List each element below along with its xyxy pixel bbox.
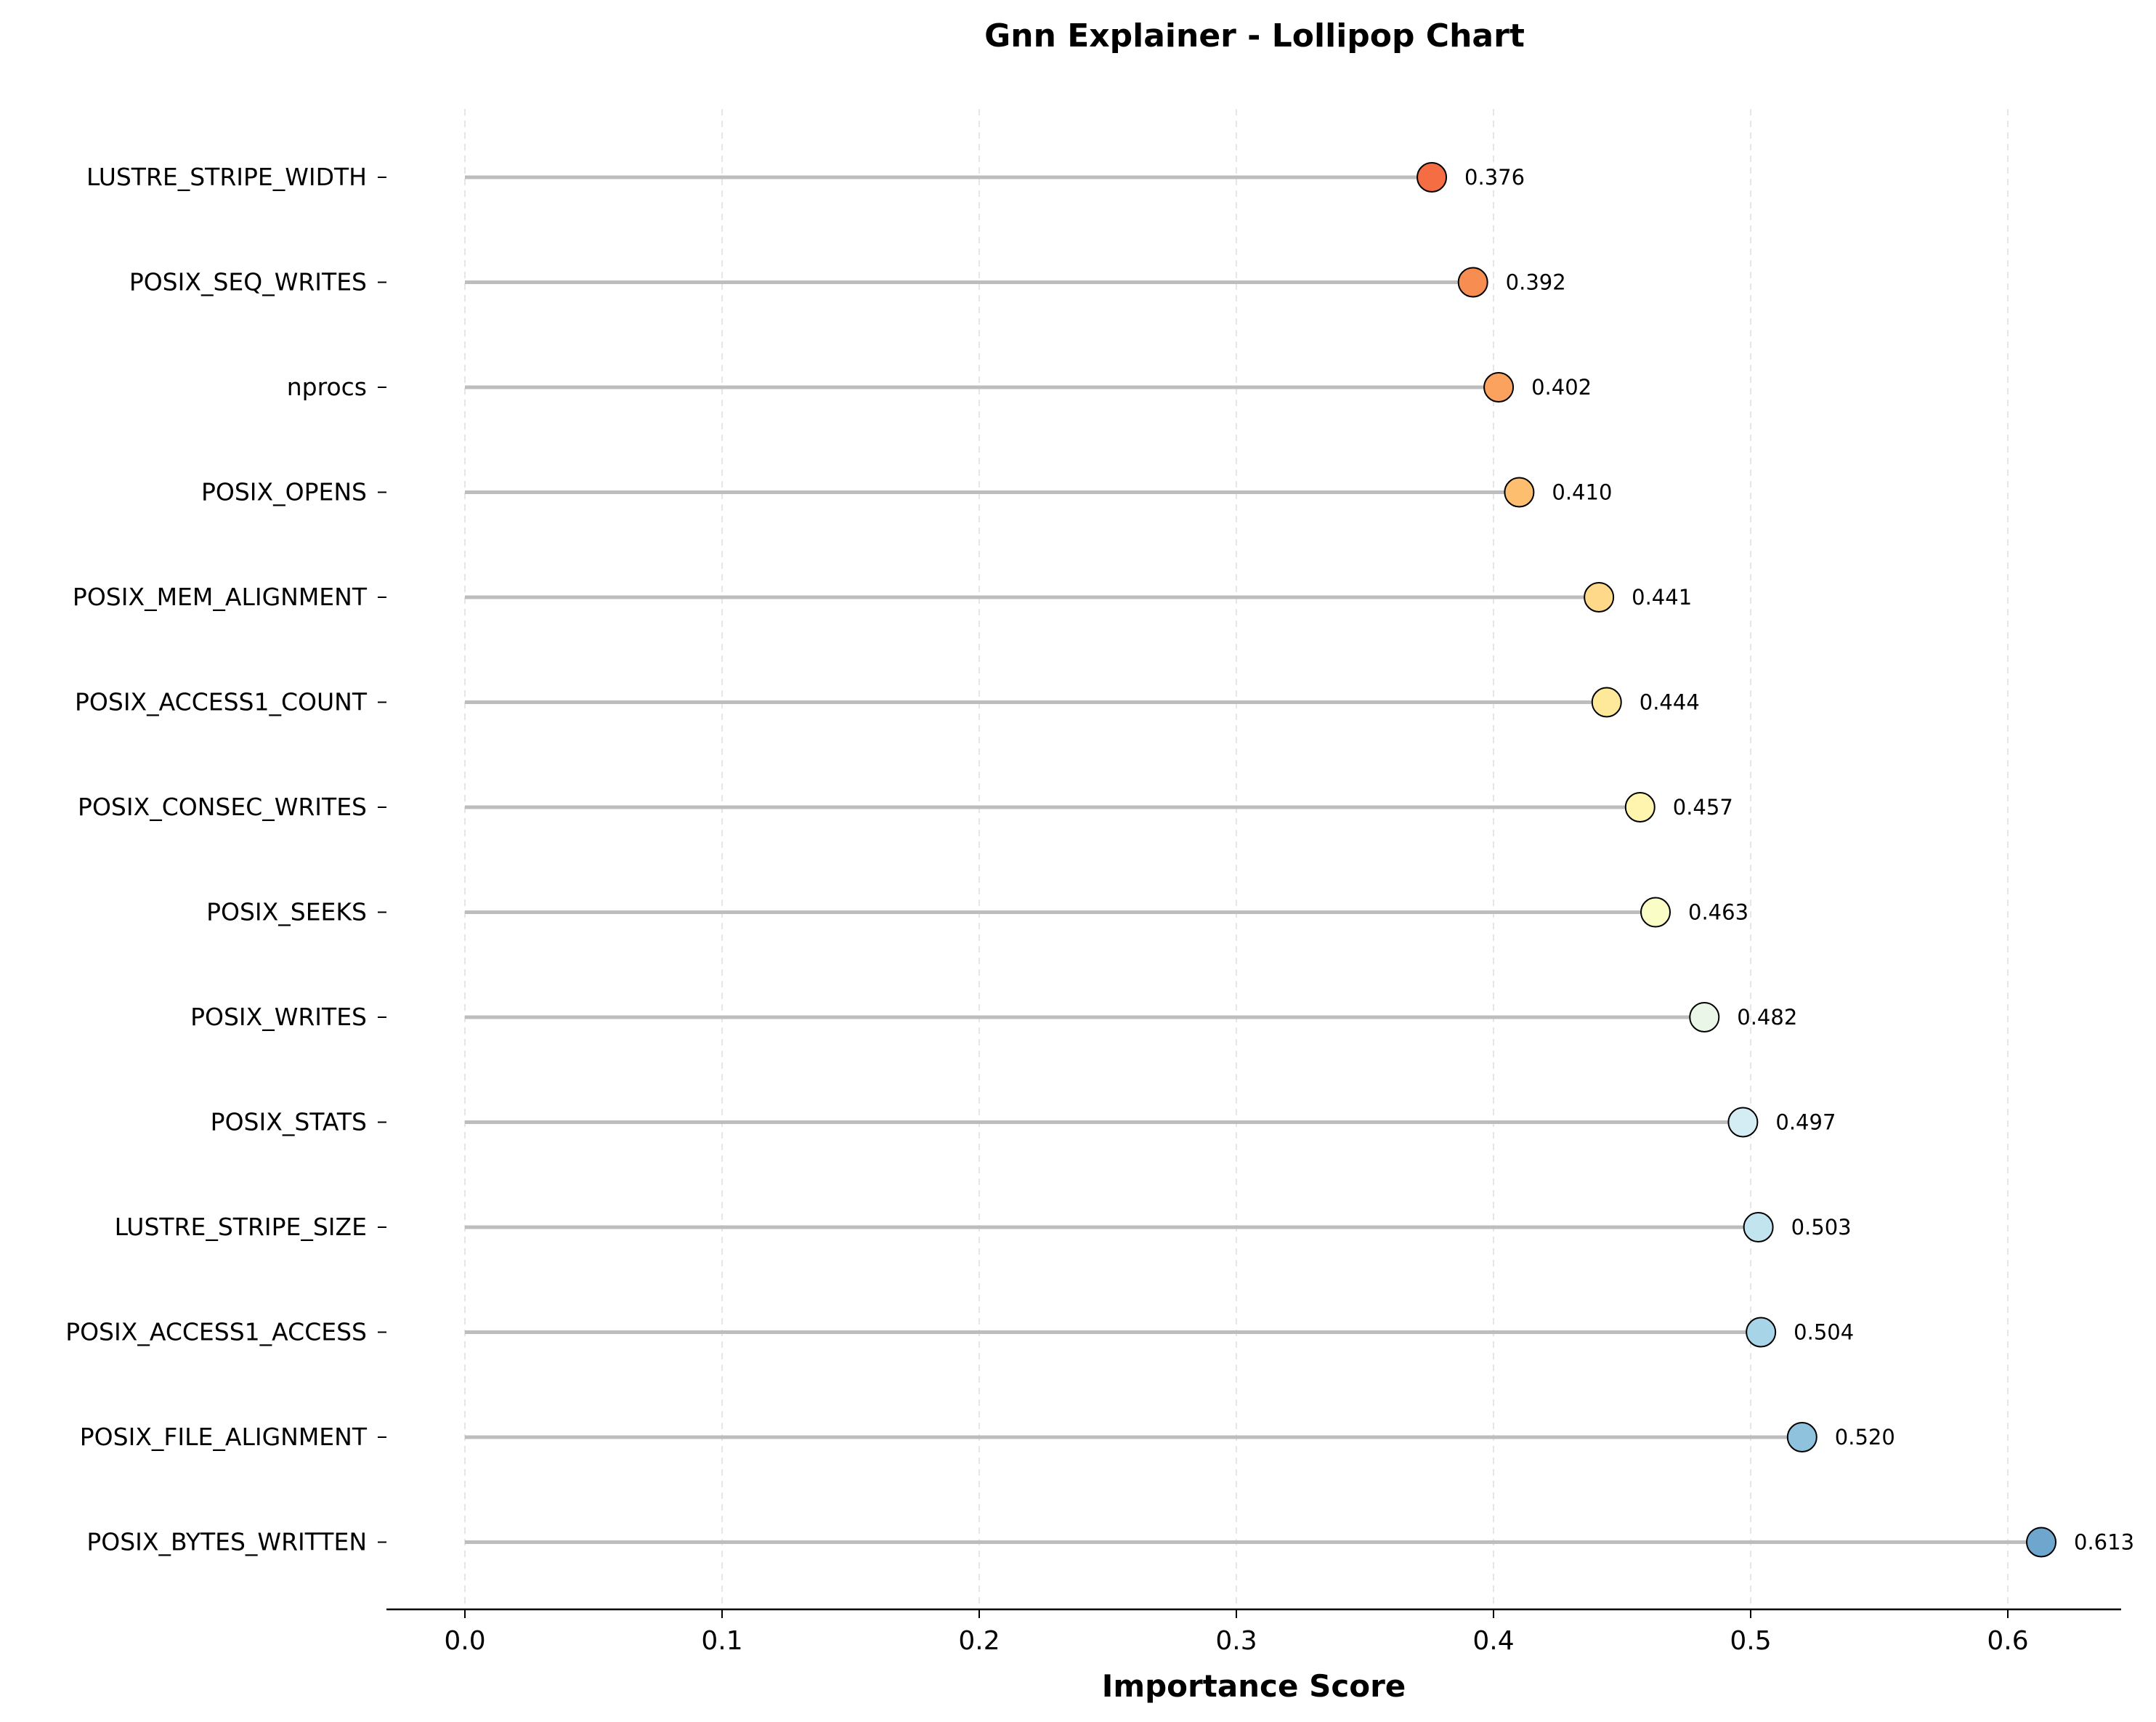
marker — [1746, 1317, 1777, 1348]
y-tick-label: LUSTRE_STRIPE_WIDTH — [86, 163, 367, 191]
y-tick-label: POSIX_OPENS — [201, 478, 367, 506]
x-tick-label: 0.1 — [701, 1626, 742, 1656]
value-label: 0.504 — [1794, 1320, 1854, 1345]
x-tick-label: 0.3 — [1215, 1626, 1257, 1656]
value-label: 0.457 — [1673, 795, 1733, 820]
marker — [1504, 477, 1535, 508]
y-tick-label: POSIX_BYTES_WRITTEN — [86, 1528, 367, 1556]
value-label: 0.613 — [2074, 1530, 2134, 1555]
x-tick-label: 0.6 — [1987, 1626, 2028, 1656]
y-tick-label: POSIX_SEEKS — [206, 898, 367, 926]
value-label: 0.410 — [1552, 480, 1612, 505]
y-tick-label: POSIX_ACCESS1_COUNT — [75, 688, 368, 716]
x-axis-label: Importance Score — [1102, 1668, 1406, 1704]
markers — [1417, 162, 2057, 1558]
y-tick-label: POSIX_MEM_ALIGNMENT — [73, 583, 368, 611]
value-label: 0.497 — [1775, 1110, 1836, 1135]
marker — [1640, 897, 1671, 928]
value-label: 0.376 — [1464, 165, 1525, 190]
marker — [1727, 1107, 1759, 1138]
x-axis: 0.0 0.1 0.2 0.3 0.4 0.5 0.6 — [386, 1608, 2121, 1656]
y-tick-label: POSIX_STATS — [211, 1108, 367, 1136]
value-label: 0.444 — [1640, 690, 1700, 715]
marker — [1457, 267, 1488, 298]
value-label: 0.520 — [1835, 1425, 1895, 1450]
x-tick-label: 0.5 — [1730, 1626, 1771, 1656]
x-tick-label: 0.0 — [444, 1626, 485, 1656]
x-tick-label: 0.2 — [958, 1626, 1000, 1656]
value-label: 0.482 — [1737, 1005, 1797, 1030]
marker — [1591, 687, 1622, 718]
y-tick-label: POSIX_ACCESS1_ACCESS — [65, 1318, 367, 1346]
chart-title: Gnn Explainer - Lollipop Chart — [984, 17, 1525, 54]
value-label: 0.441 — [1632, 585, 1692, 610]
marker — [1689, 1002, 1720, 1032]
value-label: 0.503 — [1791, 1215, 1852, 1240]
value-label: 0.392 — [1506, 270, 1566, 295]
y-axis: LUSTRE_STRIPE_WIDTH POSIX_SEQ_WRITESnproc… — [65, 163, 386, 1556]
x-tick-label: 0.4 — [1472, 1626, 1514, 1656]
y-tick-label: POSIX_SEQ_WRITES — [129, 268, 367, 296]
value-label: 0.463 — [1688, 900, 1748, 925]
marker — [2026, 1527, 2057, 1558]
marker — [1743, 1212, 1774, 1242]
y-tick-label: POSIX_CONSEC_WRITES — [78, 793, 367, 821]
marker — [1786, 1422, 1817, 1452]
y-tick-label: POSIX_WRITES — [190, 1003, 367, 1031]
stems — [465, 175, 2042, 1544]
marker — [1584, 582, 1615, 613]
y-tick-label: POSIX_FILE_ALIGNMENT — [80, 1423, 368, 1451]
value-label: 0.402 — [1531, 375, 1592, 400]
grid — [464, 109, 2009, 1609]
marker — [1417, 162, 1448, 193]
y-tick-label: LUSTRE_STRIPE_SIZE — [115, 1213, 367, 1241]
marker — [1483, 372, 1515, 403]
y-tick-label: nprocs — [287, 373, 367, 401]
marker — [1624, 792, 1655, 822]
value-labels: 0.376 0.392 0.402 0.410 0.441 0.444 0.457 0.463… — [1464, 165, 2134, 1555]
